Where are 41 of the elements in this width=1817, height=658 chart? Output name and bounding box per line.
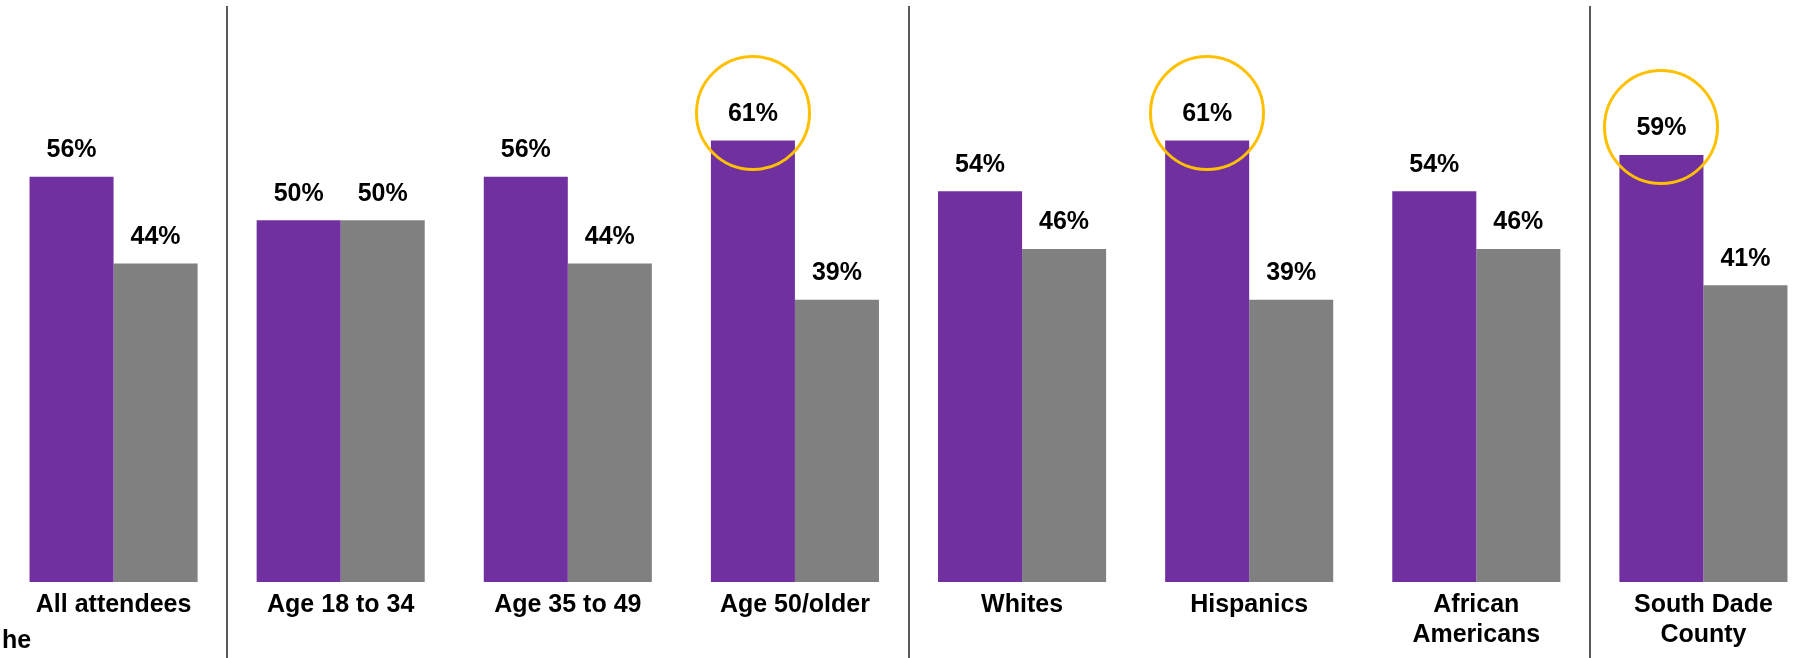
data-label: 50%	[357, 177, 408, 206]
data-label: 39%	[811, 257, 862, 286]
data-label: 54%	[1409, 148, 1460, 177]
x-tick-label: Age 50/older	[719, 588, 871, 617]
bar	[29, 176, 114, 582]
x-tick-label: South Dade County	[1633, 588, 1773, 647]
x-tick-label: Whites	[981, 588, 1064, 617]
bar	[1392, 191, 1477, 582]
data-label: 44%	[584, 220, 635, 249]
bar	[794, 299, 879, 582]
data-label: 46%	[1039, 206, 1090, 235]
bar	[1249, 299, 1334, 582]
data-label: 44%	[130, 220, 181, 249]
bar	[938, 191, 1023, 582]
data-label: 56%	[46, 134, 97, 163]
data-label: 59%	[1636, 112, 1687, 141]
bar	[1476, 249, 1561, 582]
x-tick-label: All attendees	[35, 588, 192, 617]
bar	[710, 140, 795, 582]
bar	[1022, 249, 1107, 582]
bar	[483, 176, 568, 582]
bar	[1619, 154, 1704, 582]
data-label: 46%	[1493, 206, 1544, 235]
x-tick-label: Age 18 to 34	[267, 588, 415, 617]
bar	[340, 220, 425, 582]
bar	[567, 263, 652, 582]
data-label: 56%	[500, 134, 551, 163]
data-label: 50%	[273, 177, 324, 206]
x-tick-label: Age 35 to 49	[494, 588, 642, 617]
data-label: 61%	[727, 97, 778, 126]
data-label: 41%	[1720, 242, 1771, 271]
bar	[113, 263, 198, 582]
data-label: 54%	[955, 148, 1006, 177]
data-label: 61%	[1182, 97, 1233, 126]
bar	[1703, 285, 1788, 582]
text: he	[2, 625, 32, 654]
x-tick-label: Hispanics	[1190, 588, 1309, 617]
data-label: 39%	[1266, 257, 1317, 286]
bar	[256, 220, 341, 582]
bar	[1165, 140, 1250, 582]
x-tick-label: African Americans	[1412, 588, 1541, 647]
